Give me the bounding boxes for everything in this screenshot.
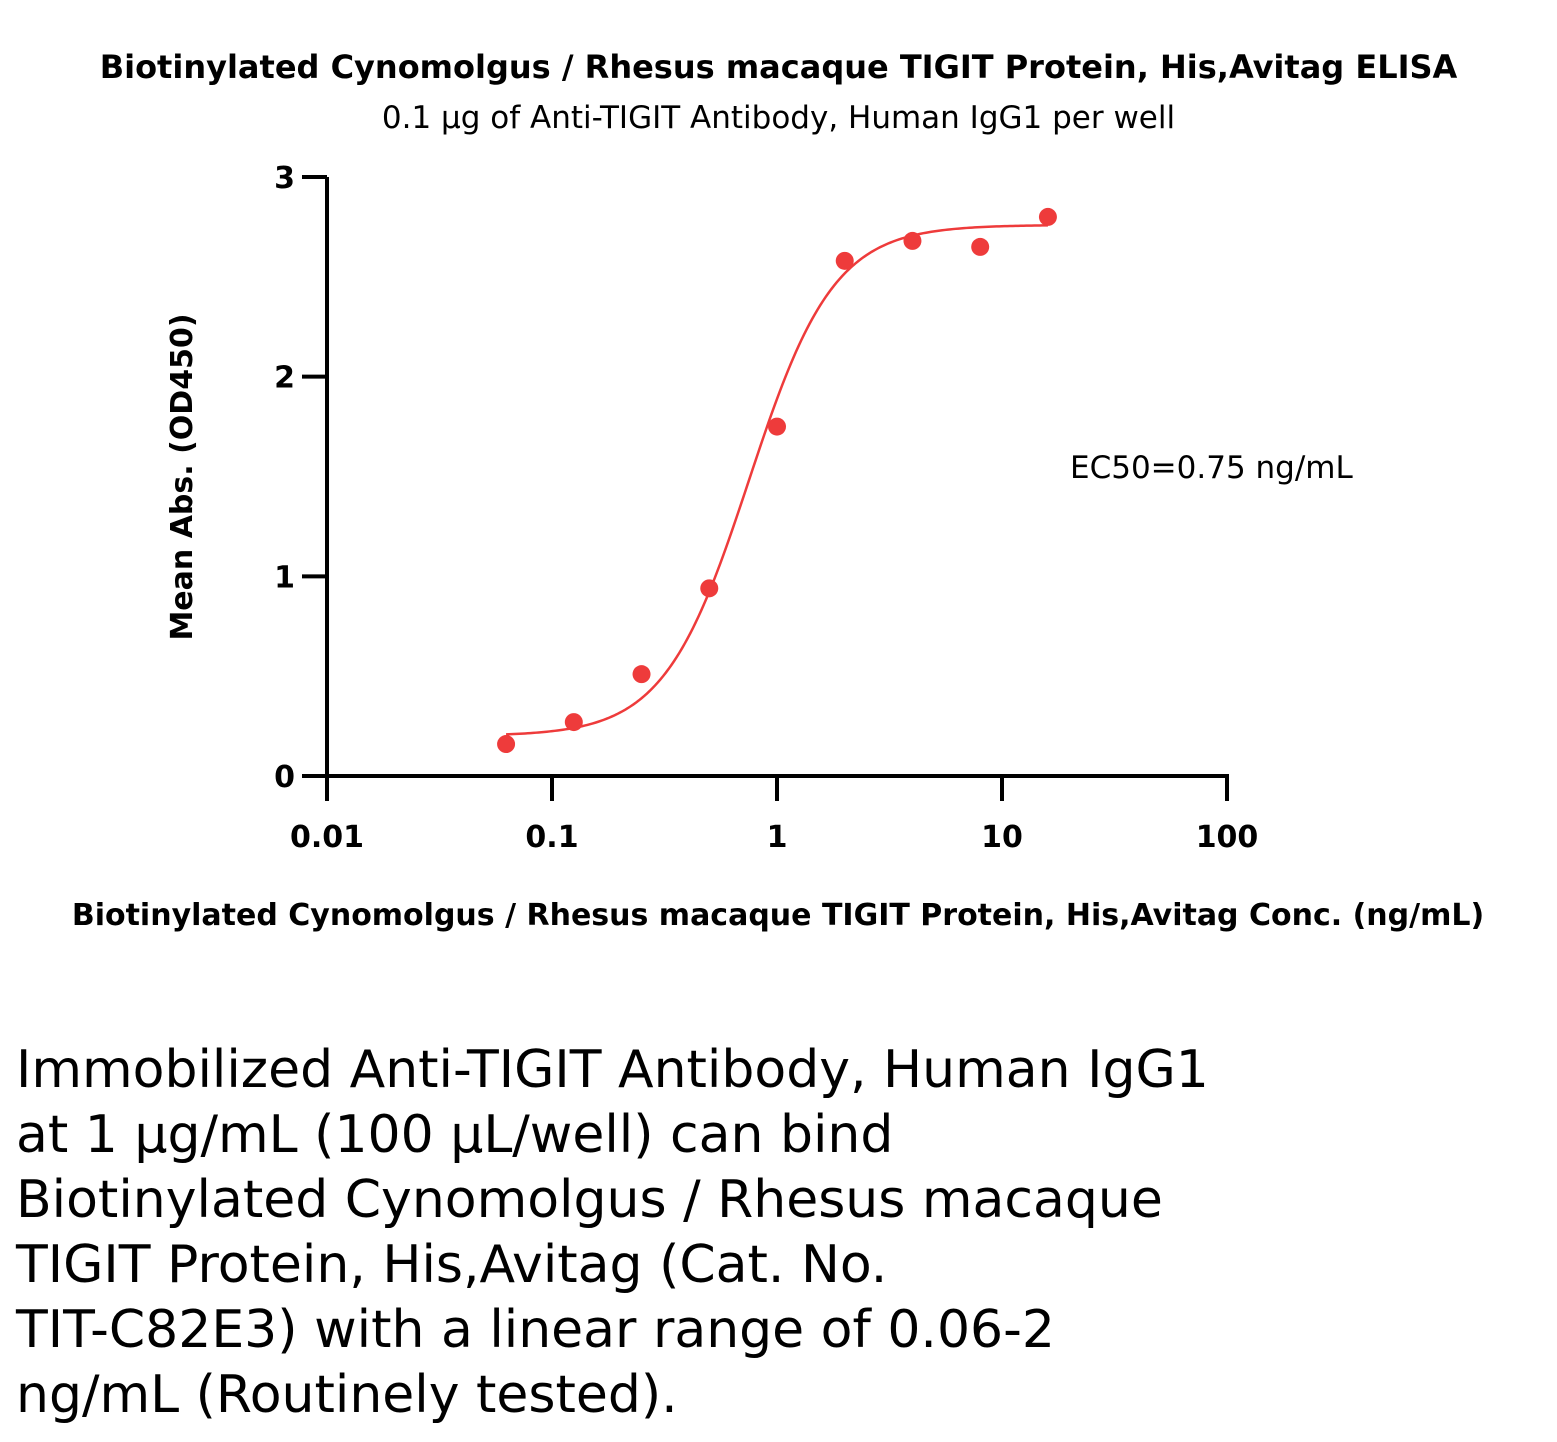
y-tick-label: 3 <box>274 161 295 196</box>
data-point <box>903 231 922 250</box>
chart-title: Biotinylated Cynomolgus / Rhesus macaque… <box>99 48 1458 86</box>
data-point <box>632 665 651 684</box>
data-point <box>1038 207 1057 226</box>
data-point <box>768 417 786 436</box>
x-tick-label: 1 <box>767 820 788 855</box>
ticks: 0 1 2 3 0.01 0.1 1 10 100 <box>274 161 1258 855</box>
data-point <box>564 713 583 732</box>
fit-curve <box>506 224 1048 736</box>
caption-line: TIGIT Protein, His,Avitag (Cat. No. <box>16 1235 888 1295</box>
caption-line: ng/mL (Routinely tested). <box>16 1365 678 1425</box>
caption-line: Biotinylated Cynomolgus / Rhesus macaque <box>16 1170 1163 1230</box>
caption-line: TIT-C82E3) with a linear range of 0.06-2 <box>16 1300 1055 1360</box>
x-axis-label: Biotinylated Cynomolgus / Rhesus macaque… <box>72 898 1484 933</box>
caption-line: Immobilized Anti-TIGIT Antibody, Human I… <box>16 1040 1209 1100</box>
y-tick-label: 0 <box>274 760 295 795</box>
x-tick-label: 0.1 <box>525 820 578 855</box>
data-points <box>497 207 1057 754</box>
ec50-annotation: EC50=0.75 ng/mL <box>1070 450 1353 486</box>
x-tick-label: 100 <box>1196 820 1259 855</box>
y-tick-label: 2 <box>274 361 295 396</box>
y-axis-label: Mean Abs. (OD450) <box>165 313 200 640</box>
x-tick-label: 0.01 <box>290 820 364 855</box>
x-tick-label: 10 <box>981 820 1023 855</box>
data-point <box>971 237 990 256</box>
data-point <box>700 579 719 598</box>
caption-line: at 1 µg/mL (100 µL/well) can bind <box>16 1105 894 1165</box>
data-point <box>497 735 516 754</box>
chart-subtitle: 0.1 µg of Anti-TIGIT Antibody, Human IgG… <box>381 100 1176 136</box>
y-tick-label: 1 <box>274 560 295 595</box>
data-point <box>835 251 854 270</box>
elisa-chart: 0 1 2 3 0.01 0.1 1 10 100 Mean Abs. (OD450) Biot… <box>72 161 1484 933</box>
caption: Immobilized Anti-TIGIT Antibody, Human I… <box>16 1038 1316 1428</box>
